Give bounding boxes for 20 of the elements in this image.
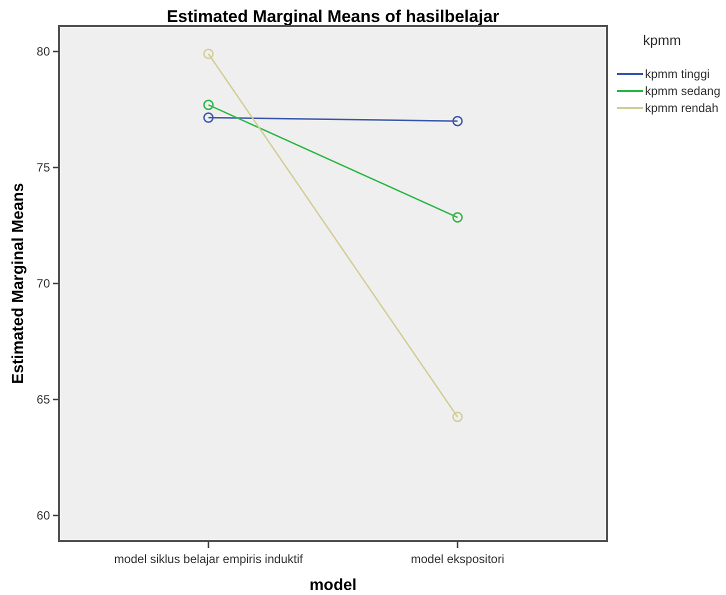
x-tick-label: model siklus belajar empiris induktif (114, 552, 304, 566)
y-tick-label: 80 (36, 44, 50, 59)
point (203, 48, 214, 60)
y-tick-label: 70 (36, 276, 50, 291)
y-axis-title: Estimated Marginal Means (10, 182, 27, 384)
x-axis-title: model (309, 577, 357, 594)
point (203, 112, 214, 123)
legend-label: kpmm sedang (645, 84, 720, 98)
y-tick-label: 75 (36, 160, 50, 175)
chart-title: Estimated Marginal Means of hasilbelajar (166, 7, 500, 26)
point (452, 116, 463, 126)
point (452, 412, 463, 422)
point (452, 212, 463, 223)
point (203, 100, 214, 110)
y-tick-label: 60 (36, 508, 50, 523)
y-tick-label: 65 (36, 392, 50, 407)
x-tick-label: model ekspositori (410, 552, 504, 566)
legend-label: kpmm tinggi (645, 67, 710, 82)
legend-label: kpmm rendah (645, 101, 718, 116)
legend-title: kpmm (642, 32, 682, 48)
